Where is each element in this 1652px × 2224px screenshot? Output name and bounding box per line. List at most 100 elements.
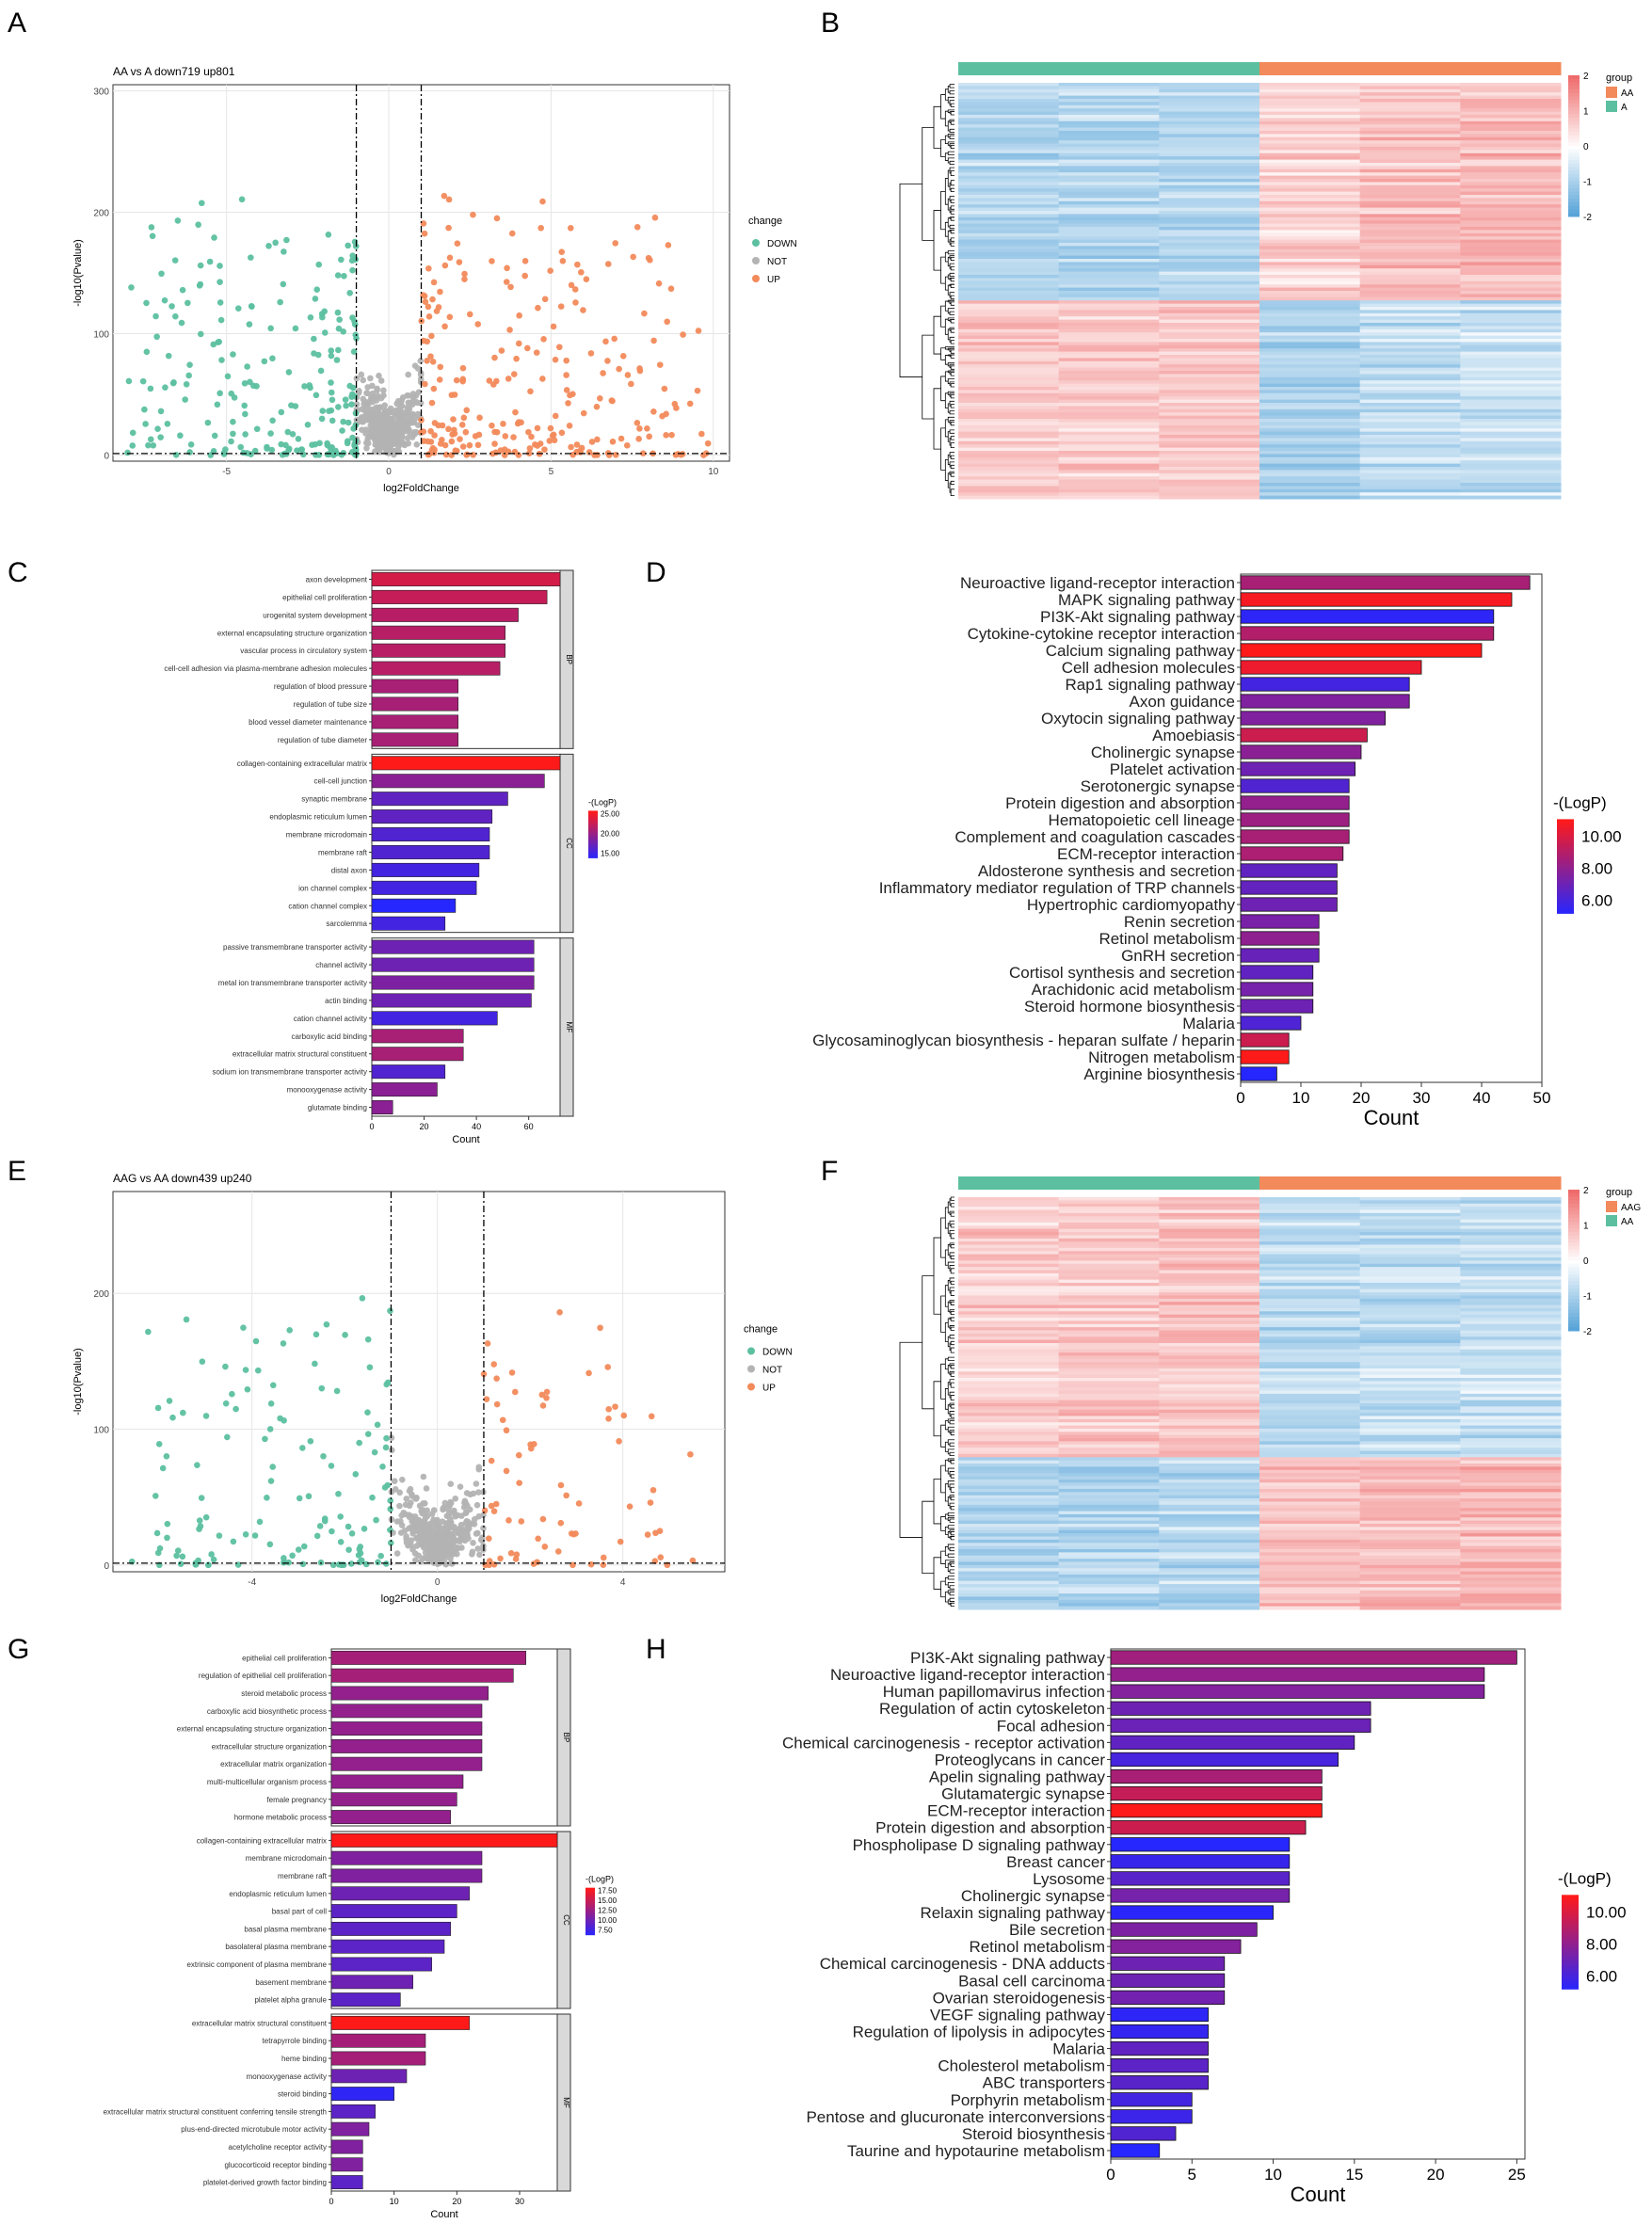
heatmap-cell	[1259, 451, 1361, 455]
heatmap-cell	[1259, 1453, 1361, 1458]
data-point	[466, 441, 473, 449]
dendrogram-branch	[944, 318, 949, 335]
data-point	[333, 450, 341, 456]
dendrogram-branch	[950, 242, 954, 247]
data-point	[471, 1521, 478, 1528]
color-scale-step	[585, 1913, 595, 1917]
dendrogram-branch	[950, 1474, 954, 1479]
heatmap-cell	[1058, 191, 1160, 196]
data-point	[646, 433, 652, 440]
heatmap-cell	[1159, 232, 1260, 237]
heatmap-cell	[958, 143, 1060, 148]
term-label: Inflammatory mediator regulation of TRP …	[879, 879, 1235, 897]
color-scale-step	[1568, 1210, 1580, 1215]
heatmap-cell	[1359, 1330, 1461, 1335]
heatmap-cell	[1359, 1320, 1461, 1325]
dendrogram-branch	[949, 1471, 954, 1477]
legend-swatch	[1606, 101, 1617, 112]
heatmap-cell	[1058, 1241, 1160, 1246]
dendrogram-branch	[947, 391, 954, 395]
heatmap-cell	[958, 1606, 1060, 1610]
data-point	[447, 1555, 454, 1561]
heatmap-cell	[1460, 332, 1562, 337]
data-point	[497, 1555, 504, 1562]
facet-strip-label: BP	[562, 1733, 570, 1743]
heatmap-cell	[1058, 319, 1160, 324]
bar	[330, 1810, 451, 1825]
heatmap-cell	[1259, 495, 1361, 500]
data-point	[348, 401, 355, 408]
heatmap-cell	[1058, 1434, 1160, 1439]
heatmap-cell	[1359, 339, 1461, 343]
heatmap-cell	[958, 483, 1060, 487]
data-point	[202, 1413, 210, 1419]
data-point	[698, 430, 705, 438]
heatmap-cell	[1359, 392, 1461, 397]
dendrogram-branch	[947, 1525, 954, 1529]
data-point	[474, 1545, 481, 1552]
dendrogram-branch	[947, 1439, 954, 1446]
heatmap-cell	[1259, 431, 1361, 436]
heatmap-cell	[1359, 412, 1461, 417]
dendrogram-branch	[949, 216, 954, 219]
heatmap-cell	[1159, 1270, 1260, 1274]
bar	[1110, 1768, 1323, 1784]
heatmap-cell	[1159, 307, 1260, 311]
heatmap-cell	[1359, 278, 1461, 282]
heatmap-cell	[1460, 136, 1562, 141]
dendrogram-branch	[949, 311, 954, 315]
heatmap-cell	[1259, 1282, 1361, 1287]
heatmap-cell	[1460, 1209, 1562, 1214]
data-point	[396, 418, 403, 425]
heatmap-cell	[1259, 150, 1361, 154]
heatmap-cell	[1058, 447, 1160, 452]
data-point	[321, 1517, 329, 1525]
heatmap-cell	[1460, 380, 1562, 385]
color-scale-step	[1557, 899, 1574, 903]
heatmap-cell	[1259, 1529, 1361, 1534]
heatmap-cell	[1058, 1473, 1160, 1477]
heatmap-cell	[1460, 172, 1562, 177]
heatmap-cell	[1359, 1295, 1461, 1300]
bar	[1240, 897, 1338, 912]
heatmap-cell	[1159, 376, 1260, 381]
heatmap-cell	[1159, 1238, 1260, 1242]
heatmap-cell	[1359, 1368, 1461, 1372]
data-point	[363, 390, 370, 397]
facet-strip	[559, 569, 574, 749]
color-scale-step	[1562, 1979, 1579, 1983]
data-point	[665, 242, 672, 248]
heatmap-cell	[1259, 1346, 1361, 1351]
heatmap-cell	[1259, 1333, 1361, 1337]
bar	[1240, 880, 1338, 895]
data-point	[462, 428, 470, 436]
heatmap-cell	[1460, 1416, 1562, 1420]
bar	[330, 1668, 514, 1683]
color-scale-label: -2	[1583, 1327, 1592, 1337]
heatmap-cell	[1460, 1311, 1562, 1316]
heatmap-cell	[1159, 284, 1260, 289]
heatmap-cell	[1460, 396, 1562, 401]
data-point	[458, 421, 466, 428]
term-label: collagen-containing extracellular matrix	[237, 760, 367, 768]
heatmap-cell	[1058, 1207, 1160, 1210]
dendrogram-branch	[947, 1458, 954, 1462]
heatmap-cell	[1460, 248, 1562, 253]
panel-letter-a: A	[8, 8, 26, 39]
heatmap-cell	[958, 1371, 1060, 1376]
heatmap-cell	[1460, 403, 1562, 407]
dendrogram-branch	[950, 1562, 954, 1567]
heatmap-cell	[1259, 1292, 1361, 1296]
bar	[330, 1939, 445, 1954]
heatmap-cell	[1359, 1406, 1461, 1411]
heatmap-cell	[1460, 1448, 1562, 1452]
data-point	[377, 1552, 385, 1560]
dendrogram-branch	[944, 1560, 954, 1568]
heatmap-cell	[1259, 328, 1361, 333]
dendrogram-branch	[949, 1317, 954, 1320]
heatmap-cell	[958, 232, 1060, 237]
color-scale-step	[585, 1895, 595, 1898]
data-point	[644, 1531, 651, 1538]
heatmap-cell	[1460, 1564, 1562, 1569]
heatmap-cell	[1460, 1323, 1562, 1328]
